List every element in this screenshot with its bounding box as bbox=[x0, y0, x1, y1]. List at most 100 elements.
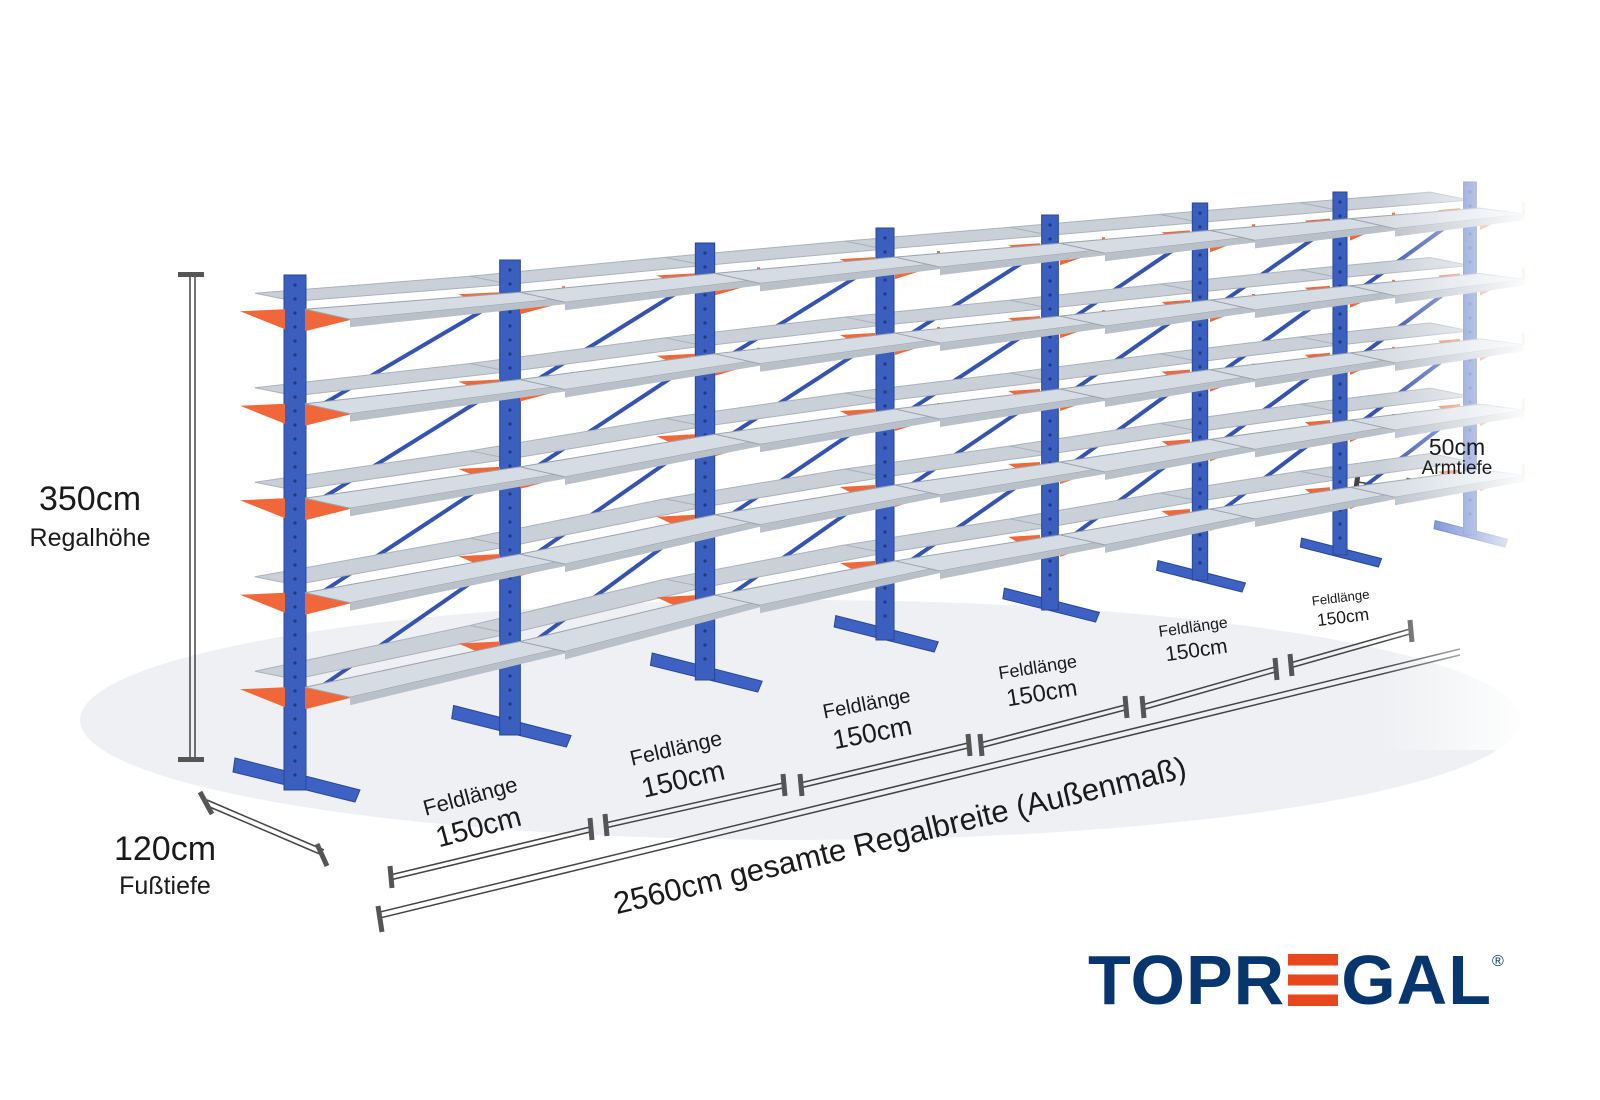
upright-hole bbox=[1338, 522, 1342, 526]
bay-dimension-line bbox=[604, 782, 784, 824]
upright-hole bbox=[703, 657, 707, 661]
upright-hole bbox=[703, 349, 707, 353]
upright-hole bbox=[1198, 421, 1202, 425]
upright-hole bbox=[703, 419, 707, 423]
shelf-deck-edge bbox=[940, 395, 1105, 428]
upright-hole bbox=[1198, 561, 1202, 565]
upright-hole bbox=[883, 292, 887, 296]
upright-hole bbox=[293, 759, 297, 763]
upright-hole bbox=[293, 479, 297, 483]
upright-hole bbox=[1198, 477, 1202, 481]
upright-hole bbox=[1198, 365, 1202, 369]
upright-hole bbox=[883, 376, 887, 380]
upright-hole bbox=[883, 362, 887, 366]
upright-hole bbox=[1338, 326, 1342, 330]
upright-hole bbox=[883, 306, 887, 310]
height-value: 350cm bbox=[38, 480, 142, 518]
upright-hole bbox=[883, 586, 887, 590]
shelf-deck-edge bbox=[565, 520, 760, 573]
shelf-deck-edge bbox=[940, 322, 1105, 352]
upright-hole bbox=[703, 405, 707, 409]
upright-hole bbox=[1198, 281, 1202, 285]
upright-hole bbox=[1338, 242, 1342, 246]
bay-dimension-line bbox=[389, 831, 591, 881]
upright-hole bbox=[1198, 211, 1202, 215]
upright-hole bbox=[293, 717, 297, 721]
bay-tick bbox=[965, 733, 973, 757]
diagonal-brace bbox=[301, 297, 504, 418]
shelf-deck-edge bbox=[1105, 236, 1255, 262]
shelf-deck-edge bbox=[1105, 306, 1255, 335]
upright-hole bbox=[883, 320, 887, 324]
upright-hole bbox=[1048, 587, 1052, 591]
bay-dimension-line bbox=[799, 747, 969, 789]
upright-hole bbox=[1338, 270, 1342, 274]
upright-hole bbox=[703, 545, 707, 549]
upright-hole bbox=[703, 587, 707, 591]
upright-hole bbox=[1048, 335, 1052, 339]
cantilever-arm bbox=[240, 592, 285, 613]
upright-hole bbox=[293, 773, 297, 777]
upright-hole bbox=[703, 559, 707, 563]
upright-hole bbox=[703, 503, 707, 507]
upright-hole bbox=[508, 436, 512, 440]
shelf-deck-edge bbox=[350, 647, 565, 706]
upright-column bbox=[1041, 214, 1059, 611]
bay-dimension-line bbox=[979, 709, 1126, 749]
upright-hole bbox=[883, 516, 887, 520]
upright-hole bbox=[1048, 293, 1052, 297]
shelf-deck-edge bbox=[940, 467, 1105, 503]
shelf-deck-edge bbox=[1255, 426, 1395, 458]
diagonal-brace bbox=[711, 262, 879, 368]
upright-hole bbox=[1048, 265, 1052, 269]
upright-hole bbox=[293, 493, 297, 497]
fade-overlay bbox=[1380, 150, 1600, 750]
upright-hole bbox=[1198, 491, 1202, 495]
upright-hole bbox=[1338, 480, 1342, 484]
upright-hole bbox=[293, 591, 297, 595]
bay-tick bbox=[1287, 653, 1295, 677]
shelf-deck-edge bbox=[350, 385, 565, 422]
cantilever-arm bbox=[240, 687, 285, 708]
upright-hole bbox=[1338, 200, 1342, 204]
upright-hole bbox=[1048, 503, 1052, 507]
bay-dimension-line bbox=[979, 704, 1126, 744]
shelf-deck-edge bbox=[565, 279, 760, 311]
upright-hole bbox=[703, 643, 707, 647]
foot-depth-line bbox=[204, 804, 323, 856]
upright-hole bbox=[293, 647, 297, 651]
bay-tick bbox=[1139, 695, 1147, 719]
upright-hole bbox=[508, 268, 512, 272]
shelf-deck-edge bbox=[350, 298, 565, 328]
cantilever-arm bbox=[240, 309, 285, 330]
upright-hole bbox=[1198, 253, 1202, 257]
upright-hole bbox=[1048, 447, 1052, 451]
shelf-deck-edge bbox=[1105, 445, 1255, 480]
upright-hole bbox=[293, 395, 297, 399]
upright-hole bbox=[1198, 435, 1202, 439]
shelf-deck-edge bbox=[760, 566, 940, 614]
bay-dimension-line bbox=[604, 787, 784, 829]
upright-hole bbox=[1048, 517, 1052, 521]
upright-hole bbox=[508, 702, 512, 706]
upright-hole bbox=[1338, 466, 1342, 470]
upright-hole bbox=[1338, 256, 1342, 260]
bay-tick bbox=[977, 733, 985, 757]
cantilever-arm bbox=[305, 498, 353, 521]
shelf-deck-edge bbox=[565, 440, 760, 485]
upright-hole bbox=[1338, 452, 1342, 456]
upright-hole bbox=[1198, 533, 1202, 537]
upright-hole bbox=[883, 236, 887, 240]
upright-hole bbox=[703, 461, 707, 465]
upright-hole bbox=[508, 534, 512, 538]
shelf-deck-edge bbox=[760, 339, 940, 372]
upright-hole bbox=[293, 423, 297, 427]
upright-hole bbox=[508, 674, 512, 678]
upright-hole bbox=[293, 325, 297, 329]
upright-hole bbox=[1048, 349, 1052, 353]
upright-hole bbox=[293, 633, 297, 637]
upright-hole bbox=[703, 391, 707, 395]
shelf-deck-edge bbox=[1255, 224, 1395, 249]
upright-hole bbox=[508, 338, 512, 342]
upright-hole bbox=[1048, 377, 1052, 381]
